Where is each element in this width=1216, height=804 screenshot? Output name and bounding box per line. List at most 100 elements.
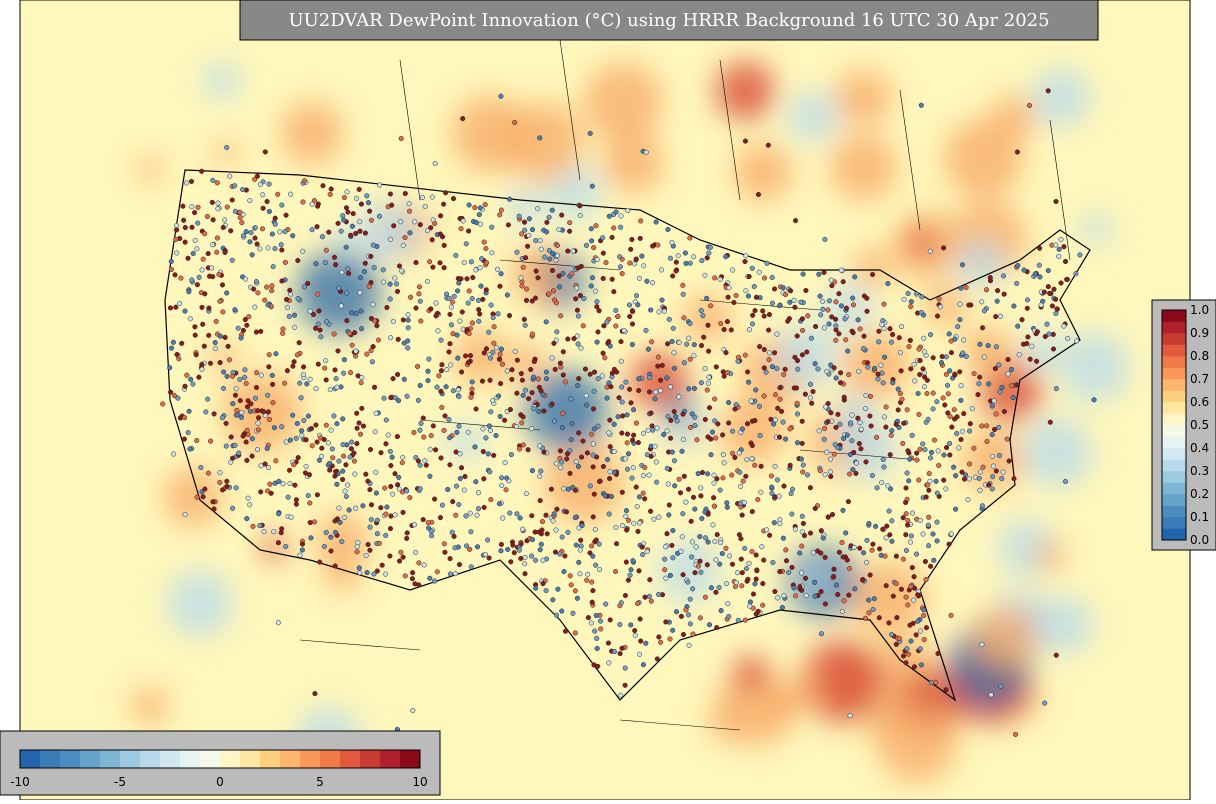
station [912,378,918,384]
station [504,368,510,374]
station [636,568,642,574]
station [168,389,174,395]
station [502,460,508,466]
station [938,360,945,366]
station [687,621,693,627]
station [624,412,630,418]
station [584,450,590,456]
station [431,578,438,584]
station [328,427,334,433]
station [990,474,996,480]
station [791,297,797,303]
station [417,462,423,468]
station [537,443,543,449]
station [313,261,319,267]
station [680,572,686,578]
station [368,348,374,354]
station [863,392,869,399]
station [590,406,597,412]
station [671,458,678,464]
station [307,376,313,382]
station [457,475,463,482]
station [901,420,907,426]
station [425,520,431,526]
station [1005,356,1011,363]
station [470,274,476,281]
colorbar-segment [1162,310,1186,322]
station [1058,280,1064,286]
station [847,713,853,719]
station [885,281,891,287]
station [999,384,1005,391]
colorbar-segment [1162,402,1186,414]
station [659,297,665,303]
station [780,285,786,291]
station [634,503,640,510]
station [252,235,258,241]
station [1025,334,1031,340]
station [946,331,952,337]
station [931,557,937,563]
station [282,380,288,386]
station [911,574,917,580]
station [611,289,617,295]
station [425,228,431,234]
station [413,305,419,311]
station [214,249,220,255]
station [609,234,615,240]
station [699,258,705,264]
station [497,413,503,420]
station [749,509,755,515]
station [286,467,293,473]
station [991,426,998,433]
station [519,377,525,383]
station [362,230,368,236]
station [606,213,612,219]
station [455,355,461,361]
colorbar-tick-label: 0 [216,775,224,789]
station [476,307,482,313]
station [242,367,248,373]
colorbar-segment [240,750,261,768]
station [674,418,680,424]
station [706,374,712,380]
station [266,364,272,370]
colorbar-tick-label: 0.8 [1190,349,1209,363]
colorbar-segment [200,750,221,768]
station [689,539,695,545]
station [387,526,393,532]
station [188,376,194,382]
station [644,278,650,284]
station [441,201,447,207]
station [1045,88,1051,94]
station [958,436,964,443]
station [488,497,494,503]
station [737,469,743,475]
station [783,558,790,564]
station [469,320,476,326]
station [508,452,514,458]
colorbar-segment [1162,471,1186,483]
station [202,486,208,492]
station [1062,258,1069,265]
station [665,481,671,487]
station [556,226,562,233]
station [454,429,460,435]
station [203,409,209,415]
station [622,665,628,671]
station [382,485,388,491]
station [589,599,595,605]
station [882,354,888,360]
station [463,353,469,359]
station [685,579,691,585]
station [568,582,574,588]
station [510,542,516,548]
station [769,274,775,281]
station [799,418,805,424]
station [793,593,799,599]
station [841,598,847,604]
station [284,296,290,303]
station [357,275,364,281]
station [769,364,775,370]
station [498,541,504,547]
